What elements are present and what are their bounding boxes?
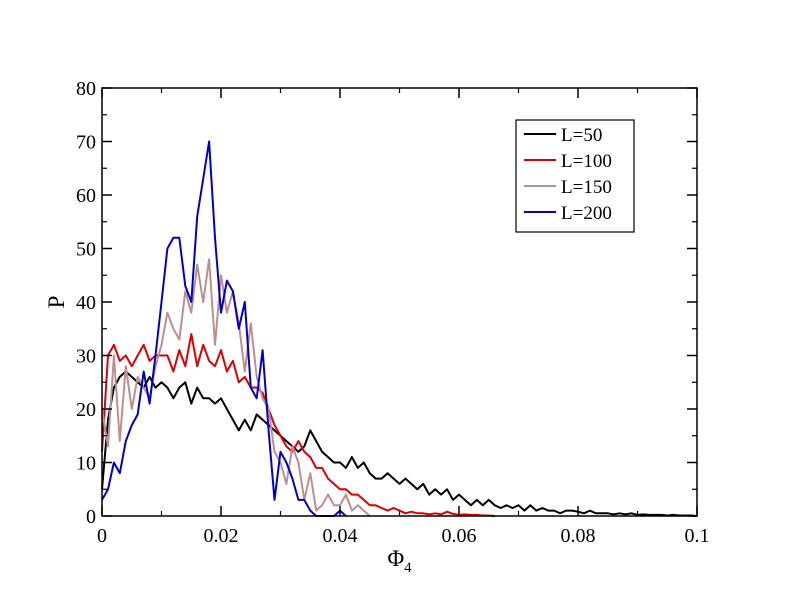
- legend-box: [515, 119, 635, 233]
- x-tick-label: 0.1: [685, 525, 710, 547]
- series-line-4: [101, 140, 347, 517]
- y-tick-label: 30: [76, 346, 96, 368]
- y-tick-label: 20: [76, 399, 96, 421]
- x-axis-label-main: Φ: [387, 546, 404, 571]
- y-tick-label: 80: [76, 78, 96, 100]
- legend-label-2: L=100: [561, 151, 612, 172]
- series-line-2: [101, 333, 495, 517]
- y-axis-label: P: [44, 296, 69, 309]
- x-tick-label: 0.06: [442, 525, 477, 547]
- x-tick-label: 0.04: [323, 525, 358, 547]
- legend-label-1: L=50: [561, 125, 602, 146]
- y-tick-label: 60: [76, 185, 96, 207]
- axis-tick-labels: 0 0.02 0.04 0.06 0.08 0.1 0 10 20 30 40 50 60 70 80: [76, 78, 710, 547]
- y-tick-label: 70: [76, 132, 96, 154]
- x-tick-label: 0: [97, 525, 107, 547]
- legend: L=50 L=100 L=150 L=200: [515, 119, 635, 233]
- series-line-1: [101, 370, 698, 517]
- series-lines: [101, 140, 698, 517]
- y-tick-label: 10: [76, 453, 96, 475]
- y-tick-label: 40: [76, 292, 96, 314]
- legend-label-3: L=150: [561, 177, 612, 198]
- y-tick-label: 0: [86, 506, 96, 528]
- axis-ticks: [101, 87, 698, 517]
- legend-label-4: L=200: [561, 203, 612, 224]
- x-axis-label-subscript: 4: [404, 560, 412, 576]
- x-tick-label: 0.08: [561, 525, 596, 547]
- x-tick-label: 0.02: [204, 525, 239, 547]
- y-tick-label: 50: [76, 239, 96, 261]
- x-axis-label: Φ4: [387, 546, 412, 576]
